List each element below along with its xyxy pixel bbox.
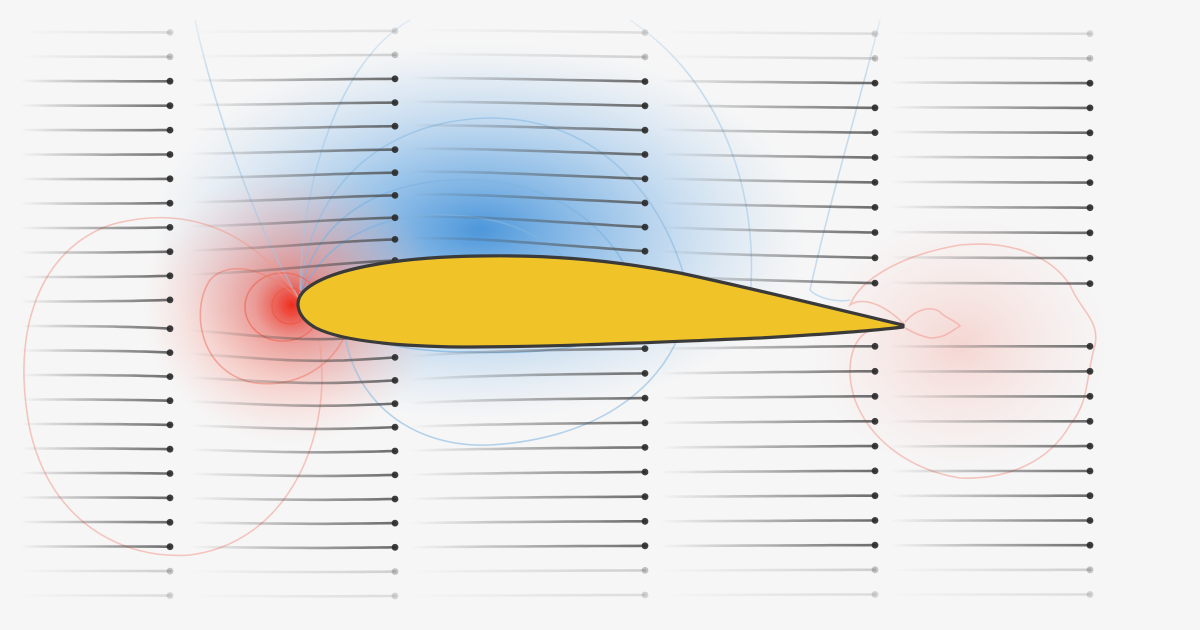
edge-fade-overlay	[0, 0, 1200, 630]
flow-visualization	[0, 0, 1200, 630]
airfoil-flow-canvas	[0, 0, 1200, 630]
